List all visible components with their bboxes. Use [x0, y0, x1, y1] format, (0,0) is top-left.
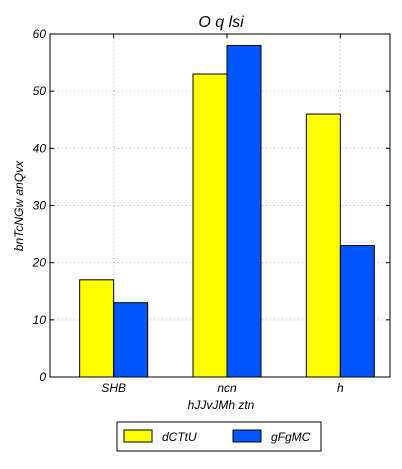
bars [79, 44, 375, 378]
y-axis-ticks: 0 10 20 30 40 50 60 [32, 27, 390, 384]
y-tick-label: 10 [33, 313, 47, 327]
legend-label-series-2: gFgMC [271, 430, 311, 444]
legend: dCTtU gFgMC [116, 421, 322, 452]
y-tick-label: 0 [39, 370, 46, 384]
x-tick-label: SHB [101, 381, 126, 395]
legend-swatch-series-1 [123, 429, 153, 443]
bar-gFgMC-ncn [226, 44, 262, 378]
x-tick-label: h [337, 381, 344, 395]
x-axis-label: hJJvJMh ztn [188, 398, 255, 412]
x-tick-label: ncn [217, 381, 237, 395]
y-tick-label: 60 [33, 27, 47, 41]
y-tick-label: 50 [33, 84, 47, 98]
bar-gFgMC-SHB [113, 302, 149, 378]
bar-dCTtU-SHB [79, 279, 115, 378]
y-tick-label: 20 [32, 256, 47, 270]
y-axis-label: bnTcNGw anQvx [12, 160, 26, 251]
y-tick-label: 40 [33, 141, 47, 155]
chart-title: O q lsi [198, 14, 244, 31]
x-axis-ticks: SHB ncn h [101, 34, 344, 395]
legend-swatch-series-2 [232, 429, 262, 443]
bar-dCTtU-h [305, 113, 341, 378]
bar-gFgMC-h [339, 245, 375, 378]
legend-label-series-1: dCTtU [162, 430, 197, 444]
y-tick-label: 30 [33, 199, 47, 213]
bar-dCTtU-ncn [192, 73, 228, 378]
